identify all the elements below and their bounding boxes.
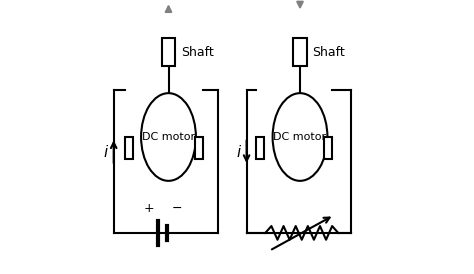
Bar [293, 38, 307, 66]
Text: $i$: $i$ [103, 144, 109, 160]
Text: Shaft: Shaft [312, 45, 345, 59]
Bar [162, 38, 175, 66]
Text: DC motor: DC motor [273, 132, 327, 142]
Text: $i$: $i$ [236, 144, 242, 160]
Bar [324, 137, 332, 159]
Bar [125, 137, 133, 159]
Bar [256, 137, 264, 159]
Text: +: + [144, 202, 155, 215]
Text: −: − [172, 202, 182, 215]
Ellipse shape [273, 93, 328, 181]
Ellipse shape [141, 93, 196, 181]
Bar [194, 137, 203, 159]
Text: DC motor: DC motor [142, 132, 195, 142]
Text: Shaft: Shaft [181, 45, 214, 59]
